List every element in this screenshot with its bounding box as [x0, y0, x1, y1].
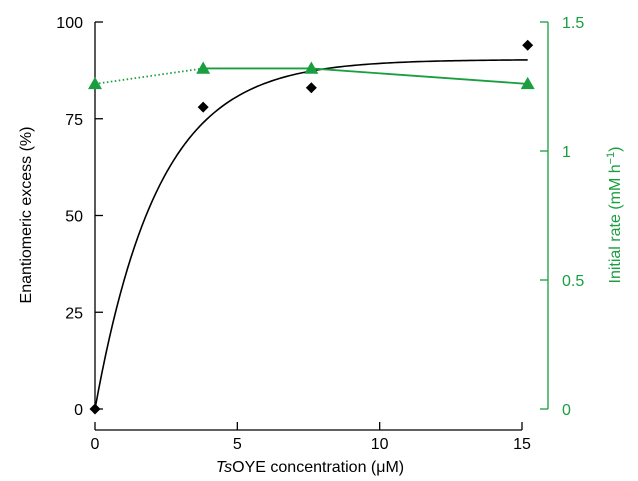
rate-triangle-point — [196, 61, 211, 74]
x-axis-label-italic: Ts — [216, 459, 232, 476]
ee-diamond-point — [305, 82, 317, 94]
x-tick-label: 15 — [513, 436, 531, 453]
y-right-tick-label: 0 — [562, 402, 571, 419]
y-axis-left-label: Enantiomeric excess (%) — [18, 127, 35, 304]
y-right-tick-label: 1.5 — [562, 15, 584, 32]
x-tick-label: 10 — [371, 436, 389, 453]
ee-diamond-point — [89, 403, 101, 415]
y-axis-right-label: Initial rate (mM h−1) — [605, 146, 624, 283]
ticks-group: 0 5 10 15 0 25 50 75 100 0 0.5 1 1.5 — [56, 15, 584, 453]
y-right-tick-label: 0.5 — [562, 273, 584, 290]
ee-diamond-point — [197, 101, 209, 113]
y-left-tick-label: 25 — [65, 305, 83, 322]
y-left-tick-label: 75 — [65, 112, 83, 129]
ee-diamond-point — [522, 39, 534, 51]
rate-line-segment — [311, 67, 528, 85]
rate-triangle-point — [520, 76, 535, 90]
plot-area — [88, 39, 535, 415]
y-left-tick-label: 50 — [65, 209, 83, 226]
y-axis-right-label-main: Initial rate (mM h — [607, 164, 624, 283]
y-right-tick-label: 1 — [562, 144, 571, 161]
y-axis-right-label-close: ) — [607, 146, 624, 151]
x-axis-label: TsOYE concentration (μM) — [216, 459, 404, 476]
x-axis-label-rest: OYE concentration (μM) — [232, 459, 404, 476]
y-left-tick-label: 100 — [56, 15, 83, 32]
rate-line-dotted — [94, 67, 204, 85]
rate-triangle-point — [304, 61, 319, 74]
axes-group — [94, 22, 549, 431]
rate-triangle-point — [88, 76, 102, 90]
y-axis-right-label-sup: −1 — [605, 152, 617, 165]
x-tick-label: 5 — [233, 436, 242, 453]
x-tick-label: 0 — [91, 436, 100, 453]
ee-fit-curve — [94, 59, 528, 410]
y-left-tick-label: 0 — [74, 402, 83, 419]
